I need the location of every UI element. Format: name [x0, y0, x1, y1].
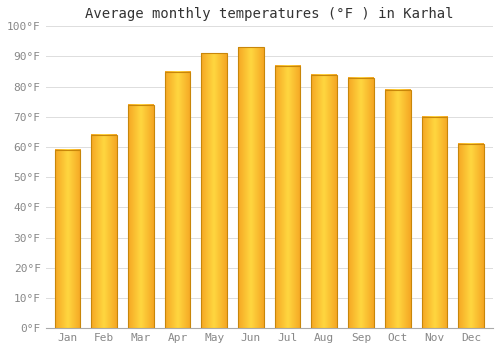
Bar [275, 65, 300, 328]
Bar [422, 117, 447, 328]
Bar [165, 71, 190, 328]
Bar [238, 47, 264, 328]
Bar [312, 75, 337, 328]
Bar [385, 90, 410, 328]
Bar [128, 105, 154, 328]
Title: Average monthly temperatures (°F ) in Karhal: Average monthly temperatures (°F ) in Ka… [85, 7, 454, 21]
Bar [92, 135, 117, 328]
Bar [348, 78, 374, 328]
Bar [54, 150, 80, 328]
Bar [458, 144, 484, 328]
Bar [202, 54, 227, 328]
